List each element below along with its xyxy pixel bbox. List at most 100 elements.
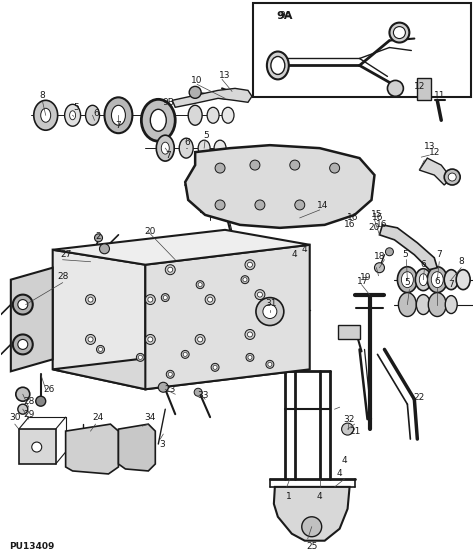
Circle shape [163,296,167,300]
Circle shape [189,86,201,98]
Circle shape [255,200,265,210]
Polygon shape [274,487,350,541]
Circle shape [138,356,142,359]
Circle shape [161,294,169,301]
Ellipse shape [41,108,51,122]
Ellipse shape [445,296,457,314]
Polygon shape [53,230,310,265]
Ellipse shape [141,100,175,141]
Circle shape [183,352,187,356]
Circle shape [215,200,225,210]
Text: 16: 16 [376,220,387,229]
Polygon shape [380,225,437,270]
Text: 8: 8 [458,257,464,266]
Circle shape [247,262,253,267]
Circle shape [205,295,215,305]
Circle shape [165,265,175,275]
Text: 3: 3 [159,440,165,448]
Circle shape [246,353,254,361]
Circle shape [243,278,247,281]
Circle shape [374,263,384,273]
Text: 9A: 9A [279,11,291,20]
Ellipse shape [431,272,443,288]
Circle shape [245,330,255,340]
Circle shape [196,281,204,289]
Circle shape [97,346,104,353]
Circle shape [194,388,202,397]
Text: 32: 32 [343,415,354,424]
Text: 7: 7 [437,251,442,259]
Circle shape [148,337,153,342]
Text: 24: 24 [92,413,103,421]
Ellipse shape [427,267,447,293]
Text: 16: 16 [347,213,358,222]
Text: 2: 2 [96,232,101,241]
Circle shape [211,363,219,371]
Circle shape [100,244,109,254]
Text: 13: 13 [424,142,435,150]
Text: 4: 4 [337,469,342,478]
Polygon shape [53,250,146,389]
Ellipse shape [86,105,100,125]
Circle shape [88,297,93,302]
Circle shape [18,300,28,310]
Polygon shape [419,158,451,185]
Text: 13: 13 [219,71,231,80]
Circle shape [36,397,46,406]
Text: 1: 1 [286,492,292,502]
Text: 5: 5 [404,278,410,287]
Text: 16: 16 [372,213,383,222]
Text: 16: 16 [344,220,356,229]
Polygon shape [65,424,118,474]
Ellipse shape [416,295,430,315]
Text: 8: 8 [40,91,46,100]
Polygon shape [11,268,53,371]
Ellipse shape [161,142,169,154]
Circle shape [13,295,33,315]
Circle shape [148,297,153,302]
Ellipse shape [34,100,58,130]
Text: 28: 28 [23,397,35,406]
Ellipse shape [401,272,413,288]
Ellipse shape [198,140,210,156]
Circle shape [241,276,249,284]
Ellipse shape [267,51,289,80]
Polygon shape [253,3,471,97]
Text: 10: 10 [191,76,203,85]
Text: 4: 4 [292,251,298,259]
Text: 25: 25 [306,542,318,551]
Circle shape [94,234,102,242]
Text: 22: 22 [414,393,425,401]
Circle shape [99,347,102,351]
Text: 20: 20 [145,227,156,236]
Text: 34: 34 [145,413,156,421]
Polygon shape [53,349,310,389]
Ellipse shape [214,140,226,156]
Circle shape [213,366,217,369]
Text: 9B: 9B [162,98,174,107]
Ellipse shape [271,56,285,75]
Circle shape [146,335,155,345]
Circle shape [387,80,403,96]
Circle shape [250,160,260,170]
Text: 5: 5 [402,251,408,259]
Ellipse shape [428,293,446,316]
Polygon shape [146,245,310,389]
Ellipse shape [399,293,416,316]
Polygon shape [185,145,374,228]
Text: 31: 31 [265,299,277,308]
Text: 6: 6 [434,277,440,286]
Circle shape [248,356,252,359]
Circle shape [168,372,172,376]
Ellipse shape [188,105,202,125]
Circle shape [86,295,96,305]
Ellipse shape [419,274,427,286]
Text: 6: 6 [184,138,190,147]
Circle shape [245,260,255,270]
Ellipse shape [104,97,132,133]
Circle shape [32,442,42,452]
Circle shape [268,362,272,366]
Circle shape [181,351,189,358]
Text: 21: 21 [349,426,360,436]
Circle shape [166,371,174,378]
